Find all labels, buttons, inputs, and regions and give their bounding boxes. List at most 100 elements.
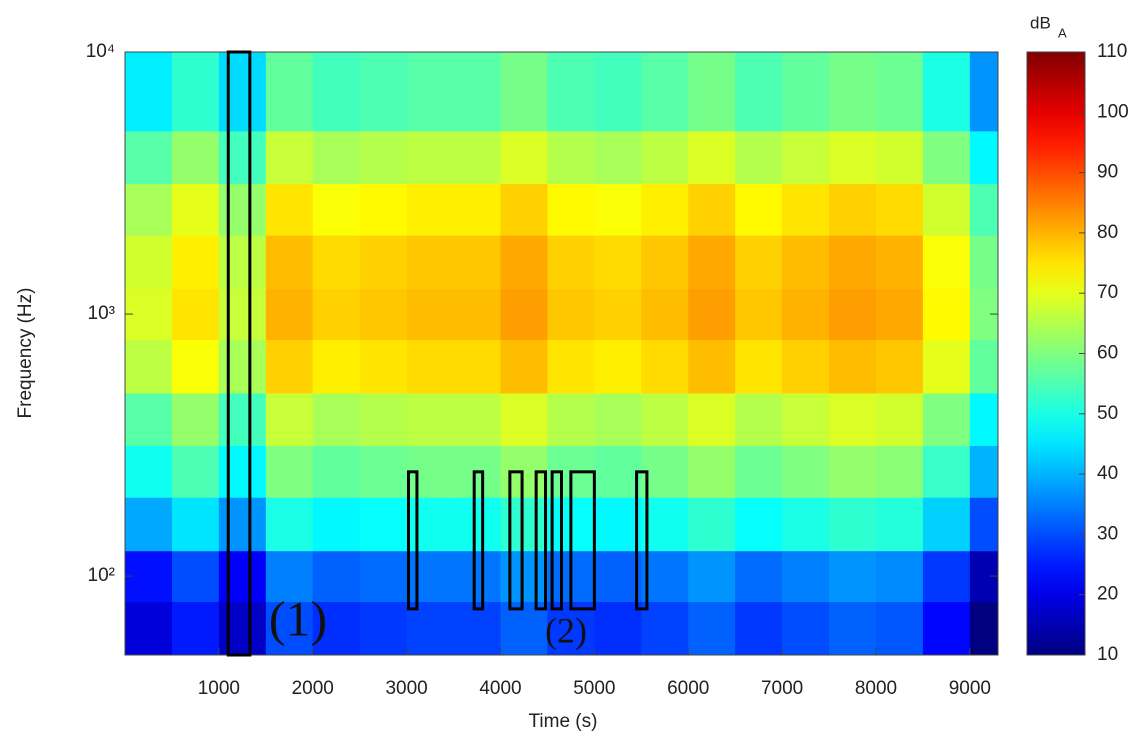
heat-cell <box>969 497 999 552</box>
x-tick-label: 4000 <box>479 678 521 699</box>
heat-cell <box>922 339 971 394</box>
colorbar-tick-label: 10 <box>1097 644 1118 665</box>
colorbar-tick-label: 30 <box>1097 523 1118 544</box>
heat-cell <box>359 392 408 447</box>
heat-cell <box>171 550 220 603</box>
x-tick-label: 9000 <box>949 678 991 699</box>
heat-cell <box>829 235 877 290</box>
heat-cell <box>829 550 877 603</box>
heat-cell <box>406 288 455 340</box>
heat-cell <box>594 130 642 184</box>
heat-cell <box>500 392 548 447</box>
heat-cell <box>782 52 830 132</box>
annotation-box <box>508 470 524 611</box>
colorbar-tick-label: 110 <box>1097 41 1127 62</box>
annotation-box <box>550 470 564 611</box>
heat-cell <box>969 52 999 132</box>
annotation-label: (1) <box>269 590 327 646</box>
heat-cell <box>875 550 924 603</box>
heat-cell <box>641 550 689 603</box>
heat-cell <box>688 445 736 498</box>
heat-cell <box>500 288 548 340</box>
heat-cell <box>688 339 736 394</box>
heat-cell <box>125 183 173 236</box>
heat-cell <box>875 288 924 340</box>
x-tick-label: 2000 <box>292 678 334 699</box>
heat-cell <box>641 235 689 290</box>
heat-cell <box>312 445 361 498</box>
heat-cell <box>265 392 314 447</box>
heat-cell <box>125 497 173 552</box>
heat-cell <box>359 550 408 603</box>
heat-cell <box>829 288 877 340</box>
heat-cell <box>969 130 999 184</box>
heat-cell <box>547 130 595 184</box>
heat-cell <box>547 601 595 656</box>
heat-cell <box>735 601 783 656</box>
heat-cell <box>312 183 361 236</box>
heat-cell <box>359 339 408 394</box>
heat-cell <box>594 288 642 340</box>
heat-cell <box>735 235 783 290</box>
heat-cell <box>875 392 924 447</box>
heat-cell <box>453 392 501 447</box>
colorbar-tick-label: 20 <box>1097 584 1118 605</box>
heat-cell <box>406 497 455 552</box>
heat-cell <box>594 601 642 656</box>
heat-cell <box>735 183 783 236</box>
colorbar-tick-label: 40 <box>1097 463 1118 484</box>
heat-cell <box>125 130 173 184</box>
heat-cell <box>312 130 361 184</box>
heat-cell <box>969 392 999 447</box>
y-tick-label: 10³ <box>88 303 115 324</box>
x-axis-label: Time (s) <box>529 711 598 732</box>
heat-cell <box>218 550 267 603</box>
heat-cell <box>594 550 642 603</box>
heat-cell <box>500 497 548 552</box>
heat-cell <box>969 183 999 236</box>
heat-cell <box>688 497 736 552</box>
heat-cell <box>218 445 267 498</box>
heat-cell <box>688 392 736 447</box>
y-tick-label: 10² <box>88 565 115 586</box>
heat-cell <box>782 235 830 290</box>
heat-cell <box>922 235 971 290</box>
heat-cell <box>735 339 783 394</box>
colorbar-label-sub: A <box>1058 25 1067 40</box>
heat-cell <box>688 183 736 236</box>
heat-cell <box>218 339 267 394</box>
annotation-box <box>472 470 485 611</box>
heat-cell <box>641 497 689 552</box>
heat-cell <box>312 601 361 656</box>
heat-cell <box>500 183 548 236</box>
heat-cell <box>500 339 548 394</box>
annotation-box <box>635 470 649 611</box>
heat-cell <box>265 497 314 552</box>
heat-cell <box>594 445 642 498</box>
heat-cell <box>218 235 267 290</box>
heat-cell <box>735 52 783 132</box>
heat-cell <box>547 183 595 236</box>
heat-cell <box>406 392 455 447</box>
heat-cell <box>922 183 971 236</box>
heat-cell <box>312 497 361 552</box>
heat-cell <box>312 52 361 132</box>
heat-cell <box>688 550 736 603</box>
heat-cell <box>641 183 689 236</box>
heat-cell <box>829 392 877 447</box>
heat-cell <box>641 288 689 340</box>
heat-cell <box>688 52 736 132</box>
heat-cell <box>453 497 501 552</box>
heat-cell <box>453 130 501 184</box>
x-tick-label: 5000 <box>573 678 615 699</box>
heat-cell <box>594 392 642 447</box>
heat-cell <box>359 445 408 498</box>
x-tick-label: 7000 <box>761 678 803 699</box>
heat-cell <box>641 130 689 184</box>
y-tick-label: 10⁴ <box>86 41 115 62</box>
heat-cell <box>547 392 595 447</box>
heat-cell <box>594 235 642 290</box>
heat-cell <box>218 52 267 132</box>
heat-cell <box>265 183 314 236</box>
heat-cell <box>922 52 971 132</box>
